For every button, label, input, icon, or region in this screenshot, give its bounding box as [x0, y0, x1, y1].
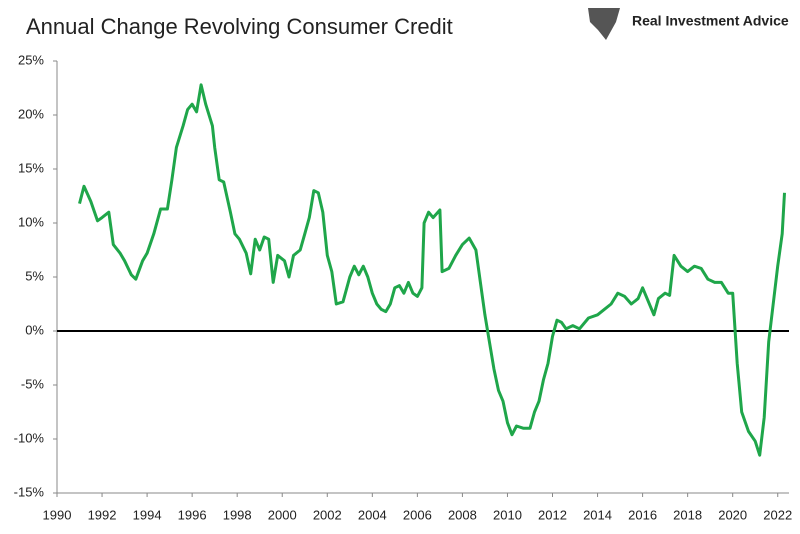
x-tick-label: 2004: [358, 507, 387, 522]
x-tick-label: 1990: [43, 507, 72, 522]
x-tick-label: 2002: [313, 507, 342, 522]
x-tick-label: 1992: [88, 507, 117, 522]
y-tick-label: 15%: [18, 160, 44, 175]
y-tick-label: 25%: [18, 52, 44, 67]
x-tick-label: 2000: [268, 507, 297, 522]
x-tick-label: 2016: [628, 507, 657, 522]
y-tick-label: 10%: [18, 214, 44, 229]
y-tick-label: 5%: [25, 268, 44, 283]
y-tick-label: -10%: [14, 430, 45, 445]
x-tick-label: 2014: [583, 507, 612, 522]
x-tick-label: 2018: [673, 507, 702, 522]
logo: [588, 8, 620, 40]
x-tick-label: 2012: [538, 507, 567, 522]
y-tick-label: 20%: [18, 106, 44, 121]
chart-title: Annual Change Revolving Consumer Credit: [26, 14, 453, 39]
x-tick-label: 2020: [718, 507, 747, 522]
y-tick-label: -5%: [21, 376, 45, 391]
y-tick-label: 0%: [25, 322, 44, 337]
x-tick-label: 1994: [133, 507, 162, 522]
x-tick-label: 1996: [178, 507, 207, 522]
brand: Real Investment Advice: [632, 13, 789, 29]
line-series: [78, 83, 786, 457]
x-tick-label: 1998: [223, 507, 252, 522]
x-tick-label: 2008: [448, 507, 477, 522]
x-tick-label: 2022: [763, 507, 792, 522]
x-tick-label: 2010: [493, 507, 522, 522]
x-tick-label: 2006: [403, 507, 432, 522]
y-tick-label: -15%: [14, 484, 45, 499]
